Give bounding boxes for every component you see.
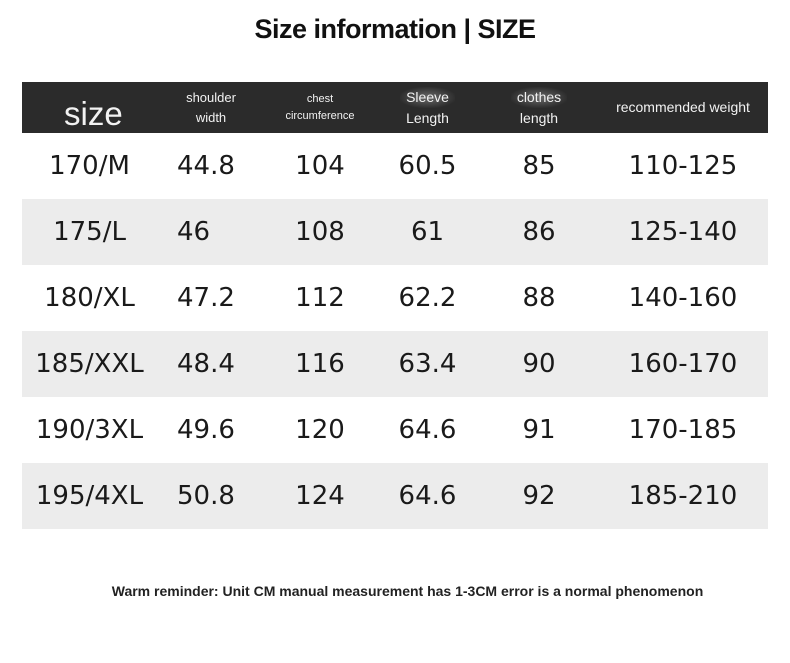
header-clothes-length: clothes length <box>480 82 598 133</box>
header-shoulder-line1: shoulder <box>186 90 236 105</box>
size-table: size shoulder width chest circumference … <box>22 82 768 529</box>
cell-sleeve: 62.2 <box>398 283 457 313</box>
cell-size: 190/3XL <box>35 415 144 445</box>
cell-sleeve: 60.5 <box>398 151 457 181</box>
cell-sleeve: 63.4 <box>398 349 457 379</box>
table-row: 170/M 44.8 104 60.5 85 110-125 <box>22 133 768 199</box>
cell-length: 88 <box>522 283 556 313</box>
cell-sleeve: 64.6 <box>398 481 457 511</box>
cell-size: 195/4XL <box>35 481 144 511</box>
header-clothes-line2: length <box>519 109 559 126</box>
cell-weight: 170-185 <box>628 415 738 445</box>
cell-weight: 125-140 <box>628 217 738 247</box>
cell-chest: 108 <box>295 217 345 247</box>
header-sleeve-line2: Length <box>406 109 449 126</box>
cell-length: 85 <box>522 151 556 181</box>
cell-chest: 116 <box>295 349 345 379</box>
cell-length: 91 <box>522 415 556 445</box>
cell-shoulder: 49.6 <box>177 415 235 445</box>
table-row: 180/XL 47.2 112 62.2 88 140-160 <box>22 265 768 331</box>
table-row: 190/3XL 49.6 120 64.6 91 170-185 <box>22 397 768 463</box>
table-row: 195/4XL 50.8 124 64.6 92 185-210 <box>22 463 768 529</box>
header-size: size <box>64 95 123 132</box>
cell-size: 170/M <box>49 151 130 181</box>
cell-shoulder: 50.8 <box>177 481 235 511</box>
table-row: 185/XXL 48.4 116 63.4 90 160-170 <box>22 331 768 397</box>
cell-length: 90 <box>522 349 556 379</box>
cell-shoulder: 44.8 <box>177 151 235 181</box>
cell-shoulder: 48.4 <box>177 349 235 379</box>
header-chest-line1: chest <box>306 93 334 105</box>
warm-reminder-note: Warm reminder: Unit CM manual measuremen… <box>111 583 704 599</box>
header-clothes-line1: clothes <box>510 86 568 108</box>
cell-chest: 112 <box>295 283 345 313</box>
header-row: size shoulder width chest circumference … <box>22 82 768 133</box>
cell-sleeve: 61 <box>410 217 445 247</box>
header-chest-circumference: chest circumference <box>265 82 375 133</box>
header-sleeve-length: Sleeve Length <box>375 82 480 133</box>
cell-length: 92 <box>522 481 556 511</box>
header-recommended-weight: recommended weight <box>616 99 750 115</box>
header-sleeve-line1: Sleeve <box>400 86 455 108</box>
cell-size: 175/L <box>53 217 126 247</box>
cell-weight: 185-210 <box>628 481 738 511</box>
cell-size: 180/XL <box>44 283 135 313</box>
cell-chest: 120 <box>295 415 345 445</box>
cell-shoulder: 46 <box>177 217 211 247</box>
cell-weight: 140-160 <box>628 283 738 313</box>
header-shoulder-line2: width <box>195 109 227 125</box>
cell-chest: 124 <box>295 481 345 511</box>
cell-size: 185/XXL <box>35 349 144 379</box>
cell-weight: 160-170 <box>628 349 738 379</box>
cell-shoulder: 47.2 <box>177 283 235 313</box>
table-row: 175/L 46 108 61 86 125-140 <box>22 199 768 265</box>
cell-length: 86 <box>522 217 556 247</box>
cell-sleeve: 64.6 <box>398 415 457 445</box>
cell-weight: 110-125 <box>628 151 738 181</box>
header-chest-line2: circumference <box>285 109 355 122</box>
cell-chest: 104 <box>295 151 345 181</box>
header-shoulder-width: shoulder width <box>157 82 265 133</box>
page-title: Size information | SIZE <box>254 14 536 44</box>
